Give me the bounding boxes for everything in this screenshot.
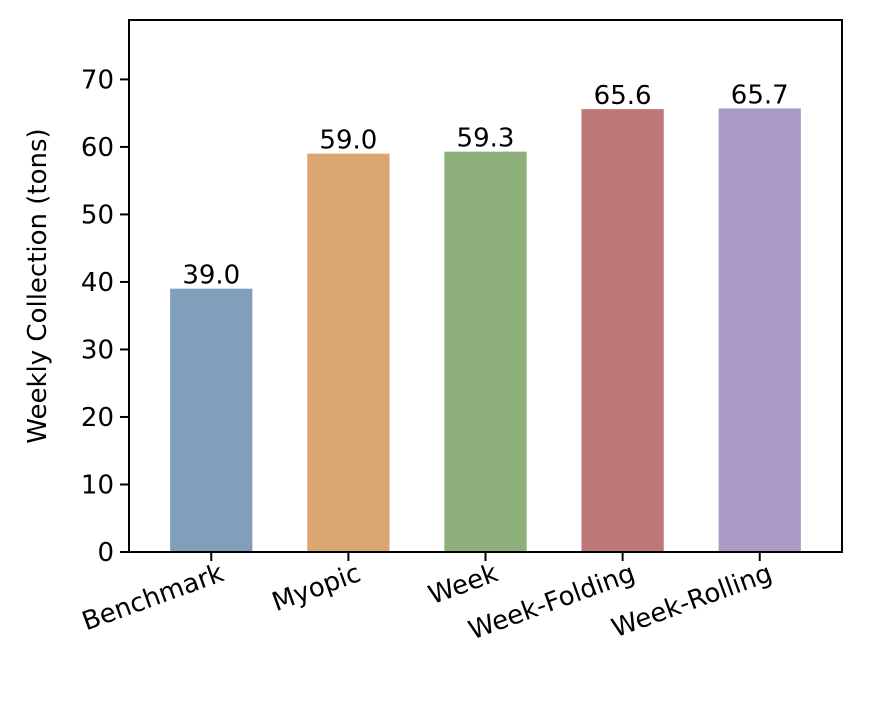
bar-value-label: 65.7 (731, 80, 789, 110)
bar-week-rolling (718, 108, 801, 552)
x-tick-label: Benchmark (78, 558, 227, 637)
bar-benchmark (170, 288, 253, 552)
y-tick-label: 20 (81, 403, 114, 433)
y-tick-label: 40 (81, 268, 114, 298)
y-axis: 0 10 20 30 40 50 60 70 (81, 65, 129, 568)
bar-week (444, 151, 527, 552)
bar-value-label: 59.0 (319, 126, 377, 156)
bar-myopic (307, 153, 390, 552)
y-axis-title: Weekly Collection (tons) (23, 128, 53, 443)
bar-value-label: 65.6 (594, 81, 652, 111)
y-tick-label: 50 (81, 200, 114, 230)
y-tick-label: 10 (81, 470, 114, 500)
y-tick-label: 0 (97, 538, 114, 568)
x-axis: Benchmark Myopic WeekWeek-FoldingWeek-Roll… (78, 552, 776, 646)
bar-value-label: 39.0 (182, 261, 240, 291)
y-tick-label: 60 (81, 133, 114, 163)
bars-layer: 39.0 59.0 59.3 65.6 65.7 (170, 80, 801, 553)
x-tick-label: Week (425, 558, 502, 611)
bar-week-folding (581, 109, 664, 553)
bar-value-label: 59.3 (457, 124, 515, 154)
y-tick-label: 70 (81, 65, 114, 95)
y-tick-label: 30 (81, 335, 114, 365)
plot-frame (128, 19, 843, 553)
x-tick-label: Myopic (268, 558, 364, 618)
